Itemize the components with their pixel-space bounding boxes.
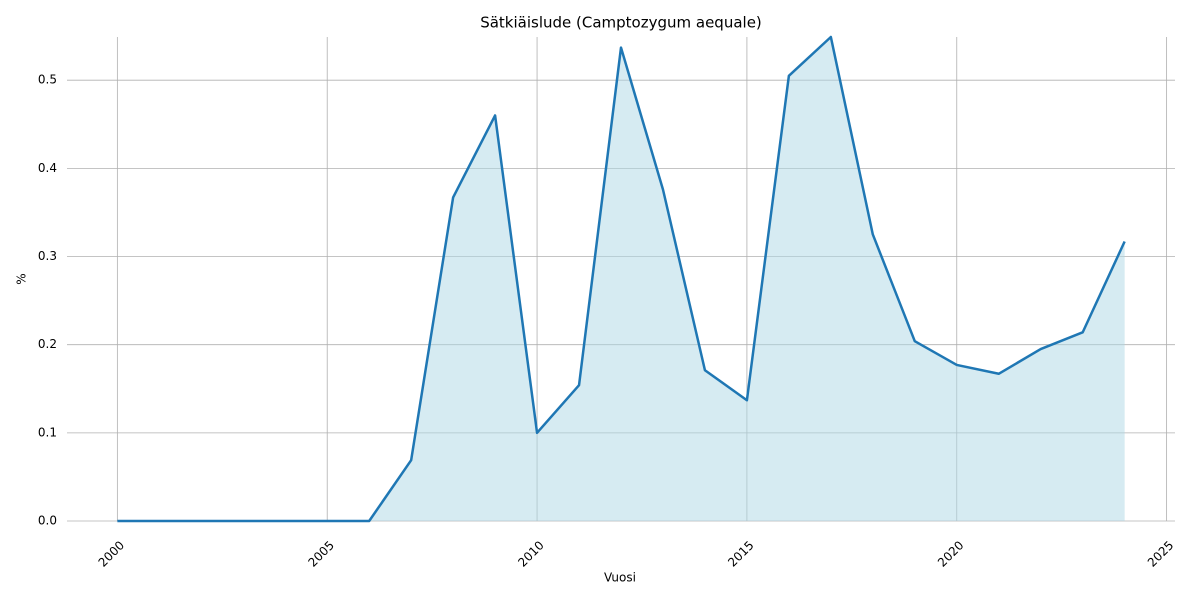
y-axis-label: % <box>15 273 29 284</box>
y-tick-label: 0.3 <box>38 249 57 263</box>
area-fill <box>117 37 1125 521</box>
y-tick-label: 0.5 <box>38 73 57 87</box>
chart-title: Sätkiäislude (Camptozygum aequale) <box>480 14 762 32</box>
x-axis-label: Vuosi <box>604 571 636 585</box>
line <box>117 35 1126 523</box>
x-tick-label: 2000 <box>96 538 127 569</box>
x-tick-label: 2020 <box>935 538 966 569</box>
x-tick-label: 2025 <box>1145 538 1176 569</box>
x-tick-label: 2015 <box>725 538 756 569</box>
y-tick-label: 0.0 <box>38 514 57 528</box>
x-tick-label: 2010 <box>515 538 546 569</box>
x-tick-label: 2005 <box>305 538 336 569</box>
y-tick-label: 0.1 <box>38 425 57 439</box>
y-tick-label: 0.4 <box>38 161 57 175</box>
y-tick-label: 0.2 <box>38 337 57 351</box>
